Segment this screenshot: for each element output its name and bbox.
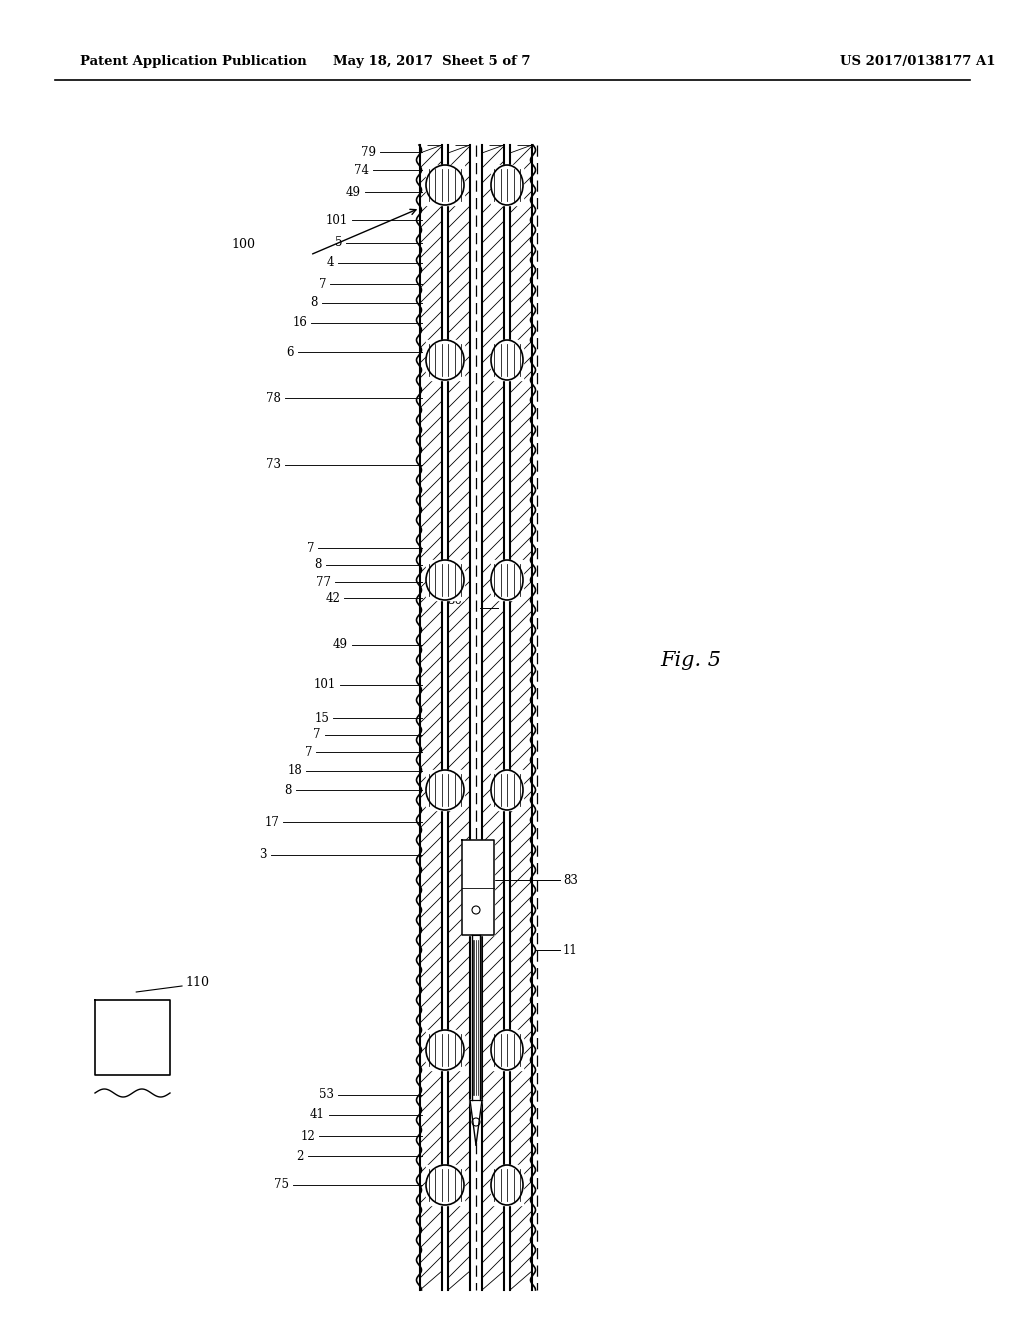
Polygon shape <box>470 1100 482 1144</box>
Polygon shape <box>426 1030 464 1071</box>
Text: 49: 49 <box>346 186 361 198</box>
Text: 8: 8 <box>285 784 292 796</box>
Polygon shape <box>510 145 532 1290</box>
Text: 100: 100 <box>231 239 255 252</box>
Text: 2: 2 <box>297 1150 304 1163</box>
Text: US 2017/0138177 A1: US 2017/0138177 A1 <box>840 55 995 69</box>
Polygon shape <box>490 165 523 205</box>
Text: 7: 7 <box>313 729 321 742</box>
Text: 11: 11 <box>563 944 578 957</box>
Polygon shape <box>490 560 523 601</box>
Text: 3: 3 <box>259 849 267 862</box>
Text: 12: 12 <box>300 1130 315 1143</box>
Polygon shape <box>490 1030 523 1071</box>
Text: 8: 8 <box>310 297 318 309</box>
Polygon shape <box>472 935 480 1100</box>
Text: 83: 83 <box>563 874 578 887</box>
Text: May 18, 2017  Sheet 5 of 7: May 18, 2017 Sheet 5 of 7 <box>333 55 530 69</box>
Text: 110: 110 <box>185 977 209 990</box>
Text: 16: 16 <box>292 317 307 330</box>
Text: 5: 5 <box>335 236 342 249</box>
Polygon shape <box>449 145 470 1290</box>
Text: 17: 17 <box>264 816 279 829</box>
Text: 18: 18 <box>288 764 302 777</box>
Text: 15: 15 <box>314 711 329 725</box>
Text: 42: 42 <box>326 591 340 605</box>
Text: 73: 73 <box>266 458 281 471</box>
Text: 7: 7 <box>306 541 314 554</box>
Text: 7: 7 <box>318 277 326 290</box>
Text: 101: 101 <box>326 214 348 227</box>
Text: 41: 41 <box>310 1109 325 1122</box>
Polygon shape <box>426 341 464 380</box>
Text: 49: 49 <box>333 639 348 652</box>
Polygon shape <box>426 165 464 205</box>
Polygon shape <box>490 1166 523 1205</box>
Polygon shape <box>95 1001 170 1074</box>
Text: 75: 75 <box>274 1179 289 1192</box>
Text: 79: 79 <box>361 145 376 158</box>
Text: 77: 77 <box>316 576 331 589</box>
Polygon shape <box>462 840 494 935</box>
Text: 101: 101 <box>313 678 336 692</box>
Text: 7: 7 <box>304 746 312 759</box>
Text: 78: 78 <box>266 392 281 404</box>
Text: 6: 6 <box>287 346 294 359</box>
Text: 30: 30 <box>447 594 463 606</box>
Text: 4: 4 <box>327 256 334 269</box>
Text: Fig. 5: Fig. 5 <box>660 651 721 669</box>
Text: 8: 8 <box>314 558 322 572</box>
Polygon shape <box>420 145 442 1290</box>
Polygon shape <box>470 145 482 1290</box>
Text: 74: 74 <box>354 164 369 177</box>
Polygon shape <box>426 770 464 810</box>
Polygon shape <box>426 560 464 601</box>
Text: Patent Application Publication: Patent Application Publication <box>80 55 307 69</box>
Polygon shape <box>426 1166 464 1205</box>
Polygon shape <box>490 770 523 810</box>
Polygon shape <box>482 145 504 1290</box>
Text: 53: 53 <box>319 1089 334 1101</box>
Polygon shape <box>490 341 523 380</box>
